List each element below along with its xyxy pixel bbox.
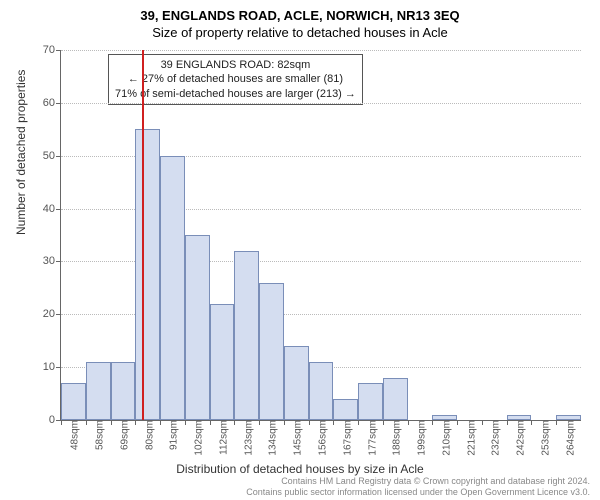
y-tick-label: 30 xyxy=(43,255,61,267)
x-tick-mark xyxy=(259,420,260,425)
x-tick-mark xyxy=(457,420,458,425)
x-tick-mark xyxy=(160,420,161,425)
reference-line xyxy=(142,50,144,420)
histogram-bar xyxy=(358,383,383,420)
x-tick-mark xyxy=(333,420,334,425)
histogram-bar xyxy=(210,304,235,420)
x-tick-mark xyxy=(185,420,186,425)
x-tick-mark xyxy=(408,420,409,425)
x-tick-label: 242sqm xyxy=(512,420,527,456)
x-tick-mark xyxy=(284,420,285,425)
annotation-line2: ← 27% of detached houses are smaller (81… xyxy=(115,72,356,86)
x-tick-label: 48sqm xyxy=(66,420,81,450)
y-tick-label: 40 xyxy=(43,203,61,215)
x-tick-mark xyxy=(531,420,532,425)
y-tick-label: 0 xyxy=(49,414,61,426)
x-tick-mark xyxy=(507,420,508,425)
grid-line xyxy=(61,50,581,51)
x-tick-label: 188sqm xyxy=(388,420,403,456)
histogram-bar xyxy=(234,251,259,420)
chart-title-address: 39, ENGLANDS ROAD, ACLE, NORWICH, NR13 3… xyxy=(0,0,600,23)
footer: Contains HM Land Registry data © Crown c… xyxy=(246,476,590,498)
x-tick-mark xyxy=(432,420,433,425)
y-tick-label: 60 xyxy=(43,97,61,109)
histogram-bar xyxy=(185,235,210,420)
x-tick-mark xyxy=(358,420,359,425)
x-tick-label: 112sqm xyxy=(214,420,229,455)
x-tick-label: 156sqm xyxy=(314,420,329,456)
x-tick-label: 199sqm xyxy=(413,420,428,456)
y-tick-label: 70 xyxy=(43,44,61,56)
histogram-bar xyxy=(333,399,358,420)
histogram-bar xyxy=(86,362,111,420)
histogram-bar xyxy=(135,129,160,420)
x-tick-label: 134sqm xyxy=(264,420,279,456)
x-tick-label: 221sqm xyxy=(462,420,477,456)
histogram-bar xyxy=(383,378,408,420)
histogram-bar xyxy=(111,362,136,420)
x-tick-label: 253sqm xyxy=(536,420,551,456)
footer-line2: Contains public sector information licen… xyxy=(246,487,590,498)
y-tick-label: 50 xyxy=(43,150,61,162)
annotation-line3: 71% of semi-detached houses are larger (… xyxy=(115,87,356,101)
histogram-bar xyxy=(160,156,185,420)
histogram-bar xyxy=(259,283,284,420)
x-tick-label: 210sqm xyxy=(437,420,452,456)
x-tick-label: 58sqm xyxy=(91,420,106,450)
x-tick-label: 80sqm xyxy=(140,420,155,450)
x-tick-mark xyxy=(210,420,211,425)
x-tick-label: 167sqm xyxy=(338,420,353,456)
x-tick-label: 177sqm xyxy=(363,420,378,456)
annotation-box: 39 ENGLANDS ROAD: 82sqm ← 27% of detache… xyxy=(108,54,363,105)
x-tick-label: 102sqm xyxy=(190,420,205,456)
x-tick-label: 264sqm xyxy=(561,420,576,456)
x-tick-label: 232sqm xyxy=(487,420,502,456)
histogram-bar xyxy=(309,362,334,420)
annotation-line1: 39 ENGLANDS ROAD: 82sqm xyxy=(115,58,356,72)
x-axis-title: Distribution of detached houses by size … xyxy=(0,462,600,476)
x-tick-mark xyxy=(61,420,62,425)
x-tick-mark xyxy=(556,420,557,425)
x-tick-mark xyxy=(234,420,235,425)
y-axis-title: Number of detached properties xyxy=(14,70,28,235)
x-tick-label: 91sqm xyxy=(165,420,180,450)
x-tick-label: 145sqm xyxy=(289,420,304,456)
chart-subtitle: Size of property relative to detached ho… xyxy=(0,23,600,40)
histogram-bar xyxy=(284,346,309,420)
x-tick-mark xyxy=(309,420,310,425)
y-tick-label: 20 xyxy=(43,308,61,320)
y-tick-label: 10 xyxy=(43,361,61,373)
x-tick-label: 123sqm xyxy=(239,420,254,456)
histogram-bar xyxy=(61,383,86,420)
x-tick-mark xyxy=(86,420,87,425)
plot-area: 39 ENGLANDS ROAD: 82sqm ← 27% of detache… xyxy=(60,50,581,421)
x-tick-mark xyxy=(482,420,483,425)
footer-line1: Contains HM Land Registry data © Crown c… xyxy=(246,476,590,487)
x-tick-mark xyxy=(135,420,136,425)
chart-container: 39, ENGLANDS ROAD, ACLE, NORWICH, NR13 3… xyxy=(0,0,600,500)
x-tick-label: 69sqm xyxy=(115,420,130,450)
x-tick-mark xyxy=(111,420,112,425)
grid-line xyxy=(61,103,581,104)
x-tick-mark xyxy=(383,420,384,425)
